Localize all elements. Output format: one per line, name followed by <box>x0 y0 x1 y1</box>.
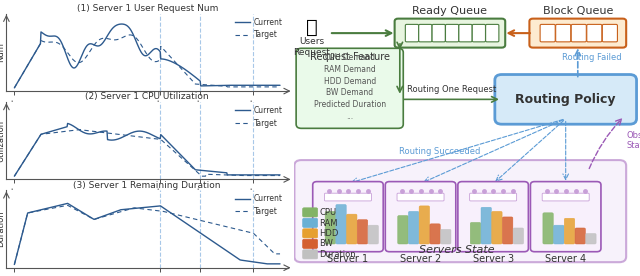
FancyBboxPatch shape <box>575 228 586 244</box>
FancyBboxPatch shape <box>470 222 481 244</box>
Text: CPU: CPU <box>319 208 337 217</box>
FancyBboxPatch shape <box>419 24 432 42</box>
FancyBboxPatch shape <box>481 207 492 244</box>
Title: (2) Server 1 CPU Utilization: (2) Server 1 CPU Utilization <box>85 92 209 101</box>
Text: Routing One Request: Routing One Request <box>407 85 496 94</box>
FancyBboxPatch shape <box>303 218 317 227</box>
Text: Routing Failed: Routing Failed <box>562 54 621 62</box>
FancyBboxPatch shape <box>336 205 346 244</box>
FancyBboxPatch shape <box>440 229 451 244</box>
FancyBboxPatch shape <box>324 193 371 201</box>
FancyBboxPatch shape <box>395 18 505 47</box>
FancyBboxPatch shape <box>572 24 586 42</box>
Text: HDD: HDD <box>319 229 339 238</box>
Legend: Current, Target: Current, Target <box>233 193 284 217</box>
Text: Routing Policy: Routing Policy <box>515 93 616 106</box>
Title: (3) Server 1 Remaining Duration: (3) Server 1 Remaining Duration <box>74 181 221 190</box>
Text: Server 4: Server 4 <box>545 254 586 264</box>
FancyBboxPatch shape <box>486 24 499 42</box>
FancyBboxPatch shape <box>513 228 524 244</box>
FancyBboxPatch shape <box>303 250 317 259</box>
FancyBboxPatch shape <box>495 75 637 124</box>
FancyBboxPatch shape <box>303 229 317 238</box>
X-axis label: Time step: Time step <box>127 110 168 120</box>
FancyBboxPatch shape <box>313 182 383 252</box>
Text: Request Feature: Request Feature <box>310 52 390 62</box>
Y-axis label: Num: Num <box>0 43 5 62</box>
FancyBboxPatch shape <box>303 239 317 248</box>
Text: RAM: RAM <box>319 219 338 227</box>
Text: Routing Succeeded: Routing Succeeded <box>399 147 480 156</box>
FancyBboxPatch shape <box>419 206 429 244</box>
FancyBboxPatch shape <box>472 24 486 42</box>
Text: Duration: Duration <box>319 250 356 259</box>
FancyBboxPatch shape <box>554 225 564 244</box>
Text: Server 3: Server 3 <box>472 254 514 264</box>
X-axis label: Time step: Time step <box>127 199 168 208</box>
FancyBboxPatch shape <box>303 208 317 217</box>
FancyBboxPatch shape <box>397 193 444 201</box>
FancyBboxPatch shape <box>586 233 596 244</box>
FancyBboxPatch shape <box>587 24 602 42</box>
FancyBboxPatch shape <box>405 24 419 42</box>
FancyBboxPatch shape <box>294 160 626 262</box>
FancyBboxPatch shape <box>543 213 553 244</box>
FancyBboxPatch shape <box>502 217 513 244</box>
Legend: Current, Target: Current, Target <box>233 16 284 41</box>
FancyBboxPatch shape <box>385 182 456 252</box>
Legend: Current, Target: Current, Target <box>233 104 284 129</box>
Text: CPU Demand
RAM Demand
HDD Demand
BW Demand
Predicted Duration
...: CPU Demand RAM Demand HDD Demand BW Dema… <box>314 53 386 121</box>
FancyBboxPatch shape <box>492 211 502 244</box>
FancyBboxPatch shape <box>531 182 601 252</box>
Y-axis label: Duration: Duration <box>0 211 5 247</box>
FancyBboxPatch shape <box>430 224 440 244</box>
Title: (1) Server 1 User Request Num: (1) Server 1 User Request Num <box>77 4 218 13</box>
FancyBboxPatch shape <box>408 211 419 244</box>
FancyBboxPatch shape <box>432 24 445 42</box>
Text: 👥: 👥 <box>306 18 317 37</box>
Text: BW: BW <box>319 240 333 248</box>
FancyBboxPatch shape <box>542 193 589 201</box>
FancyBboxPatch shape <box>325 211 335 244</box>
FancyBboxPatch shape <box>368 225 378 244</box>
FancyBboxPatch shape <box>564 218 575 244</box>
Text: Users
Request: Users Request <box>293 37 330 57</box>
FancyBboxPatch shape <box>397 216 408 244</box>
Y-axis label: Utilization: Utilization <box>0 120 5 162</box>
Text: Observe
State: Observe State <box>626 131 640 150</box>
FancyBboxPatch shape <box>556 24 571 42</box>
FancyBboxPatch shape <box>540 24 556 42</box>
FancyBboxPatch shape <box>459 24 472 42</box>
Text: Server 1: Server 1 <box>328 254 369 264</box>
FancyBboxPatch shape <box>357 220 367 244</box>
Text: Servers State: Servers State <box>419 245 495 255</box>
FancyBboxPatch shape <box>445 24 459 42</box>
FancyBboxPatch shape <box>529 18 626 47</box>
FancyBboxPatch shape <box>458 182 529 252</box>
FancyBboxPatch shape <box>602 24 618 42</box>
FancyBboxPatch shape <box>470 193 516 201</box>
Text: Server 2: Server 2 <box>400 254 441 264</box>
FancyBboxPatch shape <box>296 48 403 128</box>
Text: Ready Queue: Ready Queue <box>412 6 488 16</box>
FancyBboxPatch shape <box>347 214 357 244</box>
Text: Block Queue: Block Queue <box>543 6 613 16</box>
